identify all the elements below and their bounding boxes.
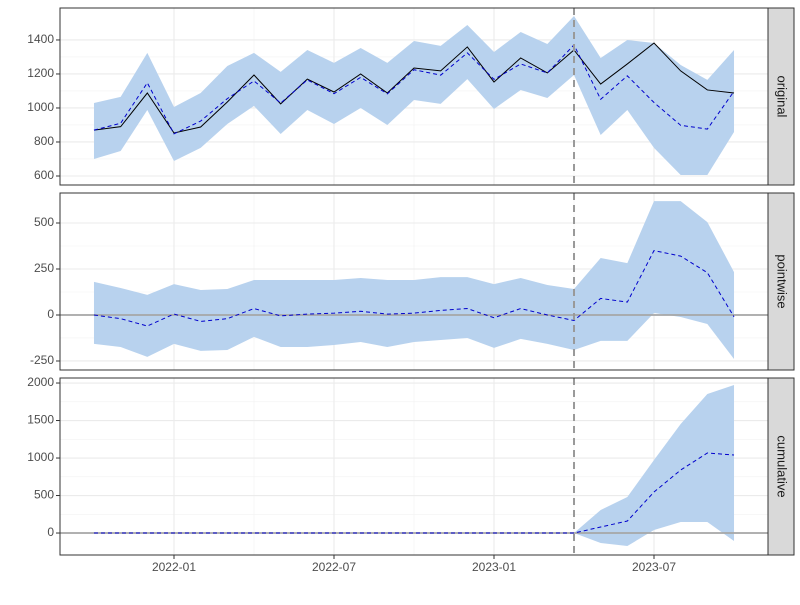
strip: original <box>767 7 795 186</box>
strip-background <box>767 192 795 371</box>
y-tick-label: 1000 <box>27 450 54 464</box>
predicted-line <box>93 44 735 135</box>
y-tick-label: -250 <box>30 353 54 367</box>
interval-band <box>93 15 735 175</box>
y-tick-label: 1000 <box>27 100 54 114</box>
y-tick-label: 800 <box>34 134 54 148</box>
strip: cumulative <box>767 377 795 556</box>
y-tick-label: 1200 <box>27 66 54 80</box>
strip: pointwise <box>767 192 795 371</box>
predicted-line <box>93 452 735 534</box>
strip-label: original <box>775 76 790 118</box>
y-tick-label: 500 <box>34 488 54 502</box>
strip-background <box>767 7 795 186</box>
x-tick-label: 2023-07 <box>632 560 676 574</box>
y-tick-label: 250 <box>34 261 54 275</box>
y-tick-label: 0 <box>47 307 54 321</box>
y-tick-label: 600 <box>34 168 54 182</box>
x-tick-label: 2022-01 <box>152 560 196 574</box>
predicted-line <box>93 250 735 327</box>
y-tick-label: 2000 <box>27 375 54 389</box>
strip-background <box>767 377 795 556</box>
actual-line <box>93 42 735 134</box>
y-tick-label: 1500 <box>27 413 54 427</box>
y-tick-label: 1400 <box>27 32 54 46</box>
x-tick-label: 2023-01 <box>472 560 516 574</box>
y-tick-label: 500 <box>34 215 54 229</box>
x-tick-label: 2022-07 <box>312 560 356 574</box>
strip-label: pointwise <box>775 254 790 308</box>
strip-label: cumulative <box>775 435 790 497</box>
y-tick-label: 0 <box>47 525 54 539</box>
